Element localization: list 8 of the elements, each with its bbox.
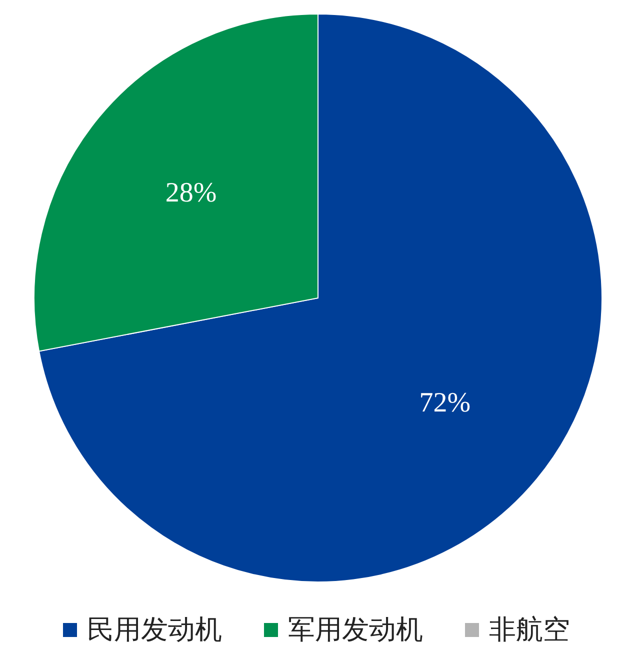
- data-label: 28%: [165, 178, 217, 209]
- slice-label: 民用发动机: [87, 614, 222, 646]
- legend-item: 军用发动机: [264, 614, 423, 646]
- legend-item: 民用发动机: [63, 614, 222, 646]
- legend-item: 非航空: [465, 614, 570, 646]
- legend-label: 非航空: [489, 614, 570, 646]
- legend-label: 军用发动机: [288, 614, 423, 646]
- data-label: 72%: [419, 387, 471, 418]
